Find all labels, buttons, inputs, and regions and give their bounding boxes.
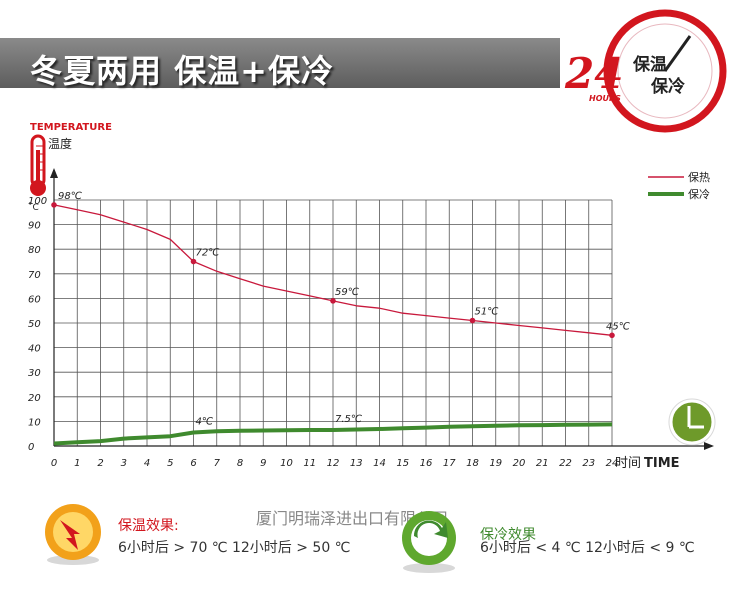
data-label: 7.5℃ [335,414,362,425]
x-tick-label: 18 [466,458,479,469]
x-tick-labels: 0 1 2 3 4 5 6 7 8 9 10 11 12 13 14 15 16 17 18 19 20 21 22 23 24 [51,458,619,469]
temperature-label-en: TEMPERATURE [30,122,112,133]
x-axis-label-en: TIME [644,456,680,471]
cool-effect-text: 6小时后 < 4 ℃ 12小时后 < 9 ℃ [480,540,695,556]
x-tick-label: 7 [214,458,221,469]
y-axis-arrow [50,168,58,178]
badge-hours: HOURS [589,94,621,103]
x-tick-label: 15 [396,458,409,469]
thermometer-icon [30,134,46,196]
data-point [51,202,57,208]
data-point [609,332,615,339]
temperature-label-cn: 温度 [48,136,72,151]
y-tick-label: 50 [28,319,41,330]
warm-effect-icon [45,504,101,565]
x-tick-label: 19 [489,458,502,469]
y-tick-label: 0 [28,442,34,453]
data-label: 59℃ [335,287,359,298]
badge-number: 24 [564,49,623,98]
data-point [190,258,197,265]
x-tick-label: 2 [97,458,103,469]
warm-effect-title: 保温效果: [118,518,179,534]
chart-grid [54,199,613,446]
x-tick-label: 22 [559,458,572,469]
badge-line2: 保冷 [650,76,685,97]
data-label: 4℃ [196,416,214,427]
cool-effect-title: 保冷效果 [480,527,536,543]
data-label: 72℃ [196,248,220,259]
x-tick-label: 23 [582,458,595,469]
x-tick-label: 10 [280,458,293,469]
y-tick-label: 40 [28,344,41,355]
data-point [469,317,476,324]
x-tick-label: 0 [51,458,57,469]
page-title: 冬夏两用 保温+保冷 [30,52,334,90]
x-axis-arrow [704,442,714,450]
x-tick-label: 11 [303,458,316,469]
x-tick-label: 16 [420,458,433,469]
temperature-unit: ˚C [28,202,39,213]
clock-hand-icon [663,35,692,72]
chart-axes [50,168,714,450]
title-banner [0,38,560,88]
badge-24-hours: 24 HOURS 保温 保冷 [564,9,727,133]
x-tick-label: 4 [144,458,150,469]
x-tick-label: 1 [74,458,80,469]
x-tick-label: 9 [260,458,266,469]
clock-icon [668,398,716,446]
y-tick-label: 30 [28,368,41,379]
x-tick-label: 5 [167,458,173,469]
company-name: 厦门明瑞泽进出口有限公司 [256,509,449,528]
y-tick-label: 100 [28,196,47,207]
x-tick-label: 14 [373,458,386,469]
x-axis-label: 时间 [615,456,641,471]
cool-effect-icon [402,511,456,573]
badge-line1: 保温 [632,54,667,75]
chart-annotations: 98℃ 72℃ 59℃ 51℃ 45℃ 4℃ 7.5℃ [51,191,630,427]
data-label: 51℃ [475,307,499,318]
x-tick-label: 12 [327,458,340,469]
x-tick-label: 8 [237,458,243,469]
chart-legend: 保热 保冷 [648,170,710,201]
y-tick-label: 80 [28,245,41,256]
legend-label-warm: 保热 [688,170,710,184]
y-tick-label: 70 [28,270,41,281]
y-tick-label: 90 [28,221,41,232]
y-tick-label: 60 [28,294,41,305]
data-label: 45℃ [606,321,630,332]
x-tick-label: 24 [606,458,619,469]
y-tick-labels: 0 10 20 30 40 50 60 70 80 90 100 [28,196,47,453]
legend-label-cool: 保冷 [688,187,710,201]
x-tick-label: 20 [513,458,526,469]
y-tick-label: 10 [28,417,41,428]
x-tick-label: 17 [443,458,456,469]
x-tick-label: 6 [190,458,196,469]
x-tick-label: 13 [350,458,363,469]
warm-effect-text: 6小时后 > 70 ℃ 12小时后 > 50 ℃ [118,540,351,556]
data-label: 98℃ [58,191,82,202]
y-tick-label: 20 [28,393,41,404]
x-tick-label: 3 [121,458,127,469]
series-line-cool [53,422,613,446]
data-point [330,298,336,304]
x-tick-label: 21 [536,458,549,469]
